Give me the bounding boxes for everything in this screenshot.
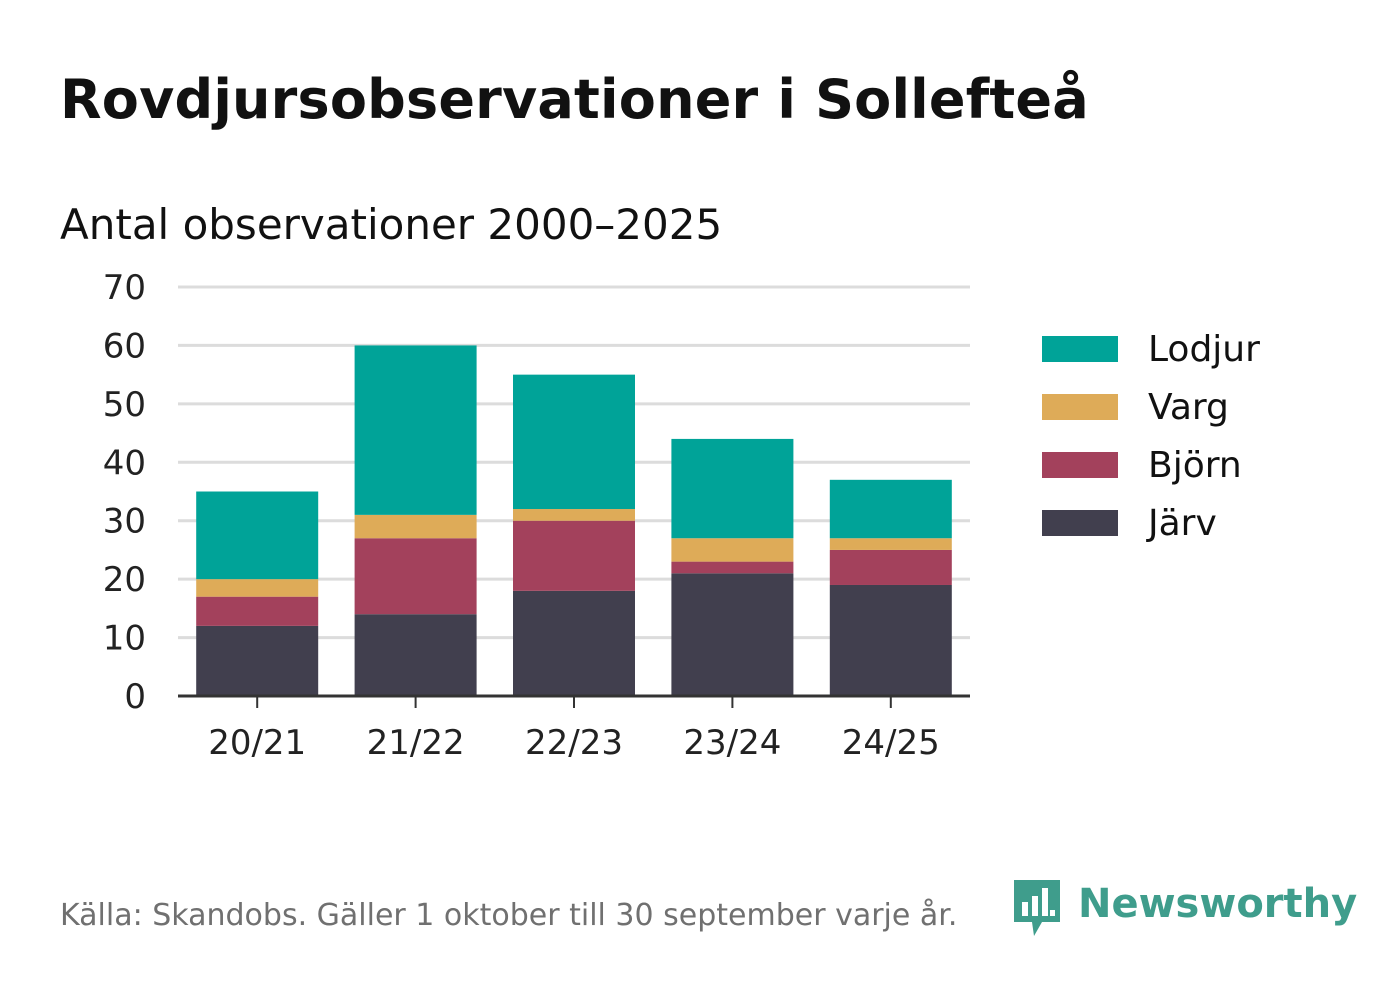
bar-järv-23-24 xyxy=(671,573,794,696)
bar-lodjur-21-22 xyxy=(354,345,477,515)
x-tick-label-20-21: 20/21 xyxy=(208,723,306,763)
bar-björn-24-25 xyxy=(829,549,952,585)
legend-swatch-bjorn xyxy=(1042,452,1118,478)
legend-label-varg: Varg xyxy=(1148,386,1229,428)
legend-swatch-varg xyxy=(1042,394,1118,420)
legend-label-lodjur: Lodjur xyxy=(1148,328,1260,370)
y-tick-label-60: 60 xyxy=(103,326,146,366)
source-note: Källa: Skandobs. Gäller 1 oktober till 3… xyxy=(60,898,958,933)
y-tick-label-70: 70 xyxy=(103,268,146,308)
brand[interactable]: Newsworthy xyxy=(1012,878,1357,940)
x-tick-label-23-24: 23/24 xyxy=(683,723,781,763)
legend-label-bjorn: Björn xyxy=(1148,444,1242,486)
bar-björn-20-21 xyxy=(196,596,319,626)
brand-name: Newsworthy xyxy=(1078,881,1358,927)
y-tick-label-0: 0 xyxy=(124,677,146,717)
axes: 0 10 20 30 40 50 60 70 20/21 21/22 22/23 23/24 24/25 xyxy=(103,268,970,763)
legend-label-jarv: Järv xyxy=(1148,502,1217,544)
y-tick-label-40: 40 xyxy=(103,443,146,483)
bar-lodjur-20-21 xyxy=(196,491,319,580)
bar-varg-24-25 xyxy=(829,538,952,550)
bar-lodjur-23-24 xyxy=(671,438,794,539)
bar-järv-20-21 xyxy=(196,625,319,696)
stacked-bar-chart: 0 10 20 30 40 50 60 70 20/21 21/22 22/23 23/24 24/25 xyxy=(103,268,970,763)
bar-varg-21-22 xyxy=(354,514,477,539)
y-tick-label-50: 50 xyxy=(103,385,146,425)
legend-item-bjorn: Björn xyxy=(1042,436,1260,494)
legend-swatch-lodjur xyxy=(1042,336,1118,362)
x-tick-label-24-25: 24/25 xyxy=(842,723,940,763)
legend-item-lodjur: Lodjur xyxy=(1042,320,1260,378)
chart-subtitle: Antal observationer 2000–2025 xyxy=(60,200,723,249)
y-tick-label-20: 20 xyxy=(103,560,146,600)
x-tick-label-22-23: 22/23 xyxy=(525,723,623,763)
x-tick-label-21-22: 21/22 xyxy=(367,723,465,763)
y-tick-label-30: 30 xyxy=(103,502,146,542)
legend-item-jarv: Järv xyxy=(1042,494,1260,552)
bar-varg-22-23 xyxy=(513,509,635,521)
newsworthy-logo-icon xyxy=(1014,880,1060,936)
y-tick-label-10: 10 xyxy=(103,619,146,659)
legend-item-varg: Varg xyxy=(1042,378,1260,436)
bar-björn-22-23 xyxy=(513,520,635,591)
bars xyxy=(196,345,952,696)
bar-lodjur-22-23 xyxy=(513,374,635,510)
legend-swatch-jarv xyxy=(1042,510,1118,536)
bar-varg-20-21 xyxy=(196,579,319,597)
chart-title: Rovdjursobservationer i Sollefteå xyxy=(60,68,1089,131)
legend: Lodjur Varg Björn Järv xyxy=(1042,320,1260,552)
bar-björn-21-22 xyxy=(354,538,477,615)
bar-järv-21-22 xyxy=(354,614,477,696)
bar-varg-23-24 xyxy=(671,538,794,562)
bar-järv-24-25 xyxy=(829,584,952,696)
bar-björn-23-24 xyxy=(671,561,794,574)
bar-järv-22-23 xyxy=(513,590,635,696)
bar-lodjur-24-25 xyxy=(829,479,952,539)
